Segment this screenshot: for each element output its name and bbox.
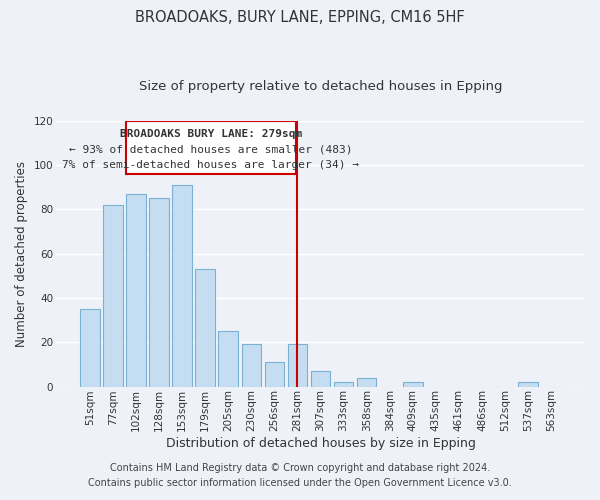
Text: ← 93% of detached houses are smaller (483): ← 93% of detached houses are smaller (48… [69, 145, 353, 155]
Text: Contains HM Land Registry data © Crown copyright and database right 2024.
Contai: Contains HM Land Registry data © Crown c… [88, 462, 512, 487]
Bar [334, 382, 353, 386]
FancyBboxPatch shape [125, 120, 296, 174]
Bar [172, 185, 192, 386]
Bar [287, 344, 307, 387]
Bar [103, 205, 123, 386]
Bar [80, 309, 100, 386]
Bar [196, 269, 215, 386]
Bar [149, 198, 169, 386]
Title: Size of property relative to detached houses in Epping: Size of property relative to detached ho… [139, 80, 502, 93]
Bar [242, 344, 261, 387]
Bar [218, 331, 238, 386]
Bar [265, 362, 284, 386]
Bar [126, 194, 146, 386]
Text: BROADOAKS, BURY LANE, EPPING, CM16 5HF: BROADOAKS, BURY LANE, EPPING, CM16 5HF [135, 10, 465, 25]
Bar [311, 371, 331, 386]
Bar [357, 378, 376, 386]
Text: 7% of semi-detached houses are larger (34) →: 7% of semi-detached houses are larger (3… [62, 160, 359, 170]
Text: BROADOAKS BURY LANE: 279sqm: BROADOAKS BURY LANE: 279sqm [120, 130, 302, 140]
Y-axis label: Number of detached properties: Number of detached properties [15, 160, 28, 346]
Bar [518, 382, 538, 386]
Bar [403, 382, 422, 386]
X-axis label: Distribution of detached houses by size in Epping: Distribution of detached houses by size … [166, 437, 475, 450]
